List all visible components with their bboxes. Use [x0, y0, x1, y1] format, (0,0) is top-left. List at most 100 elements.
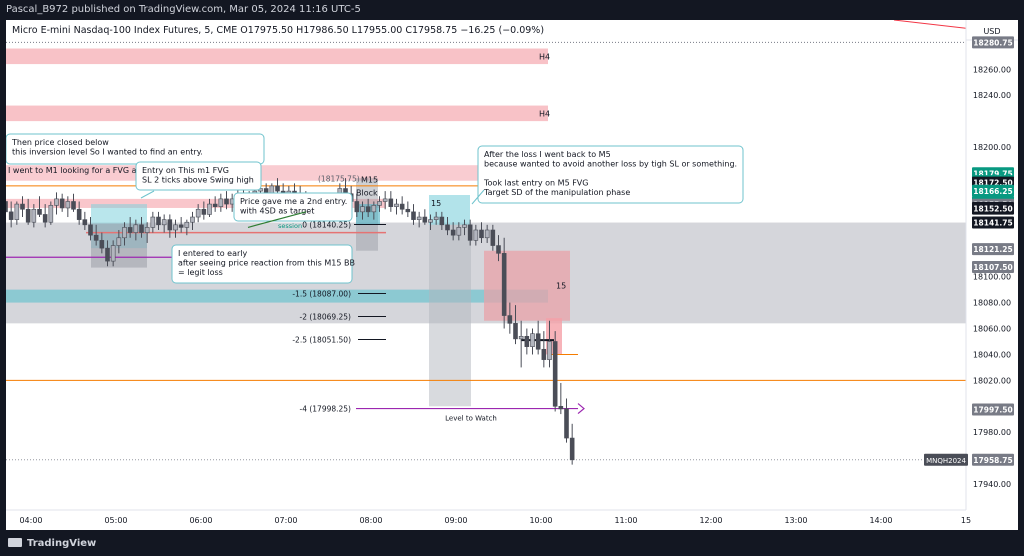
- price-chart[interactable]: H4 H4 M15 Block 15 15 (18175.75) 0 (18140.25) -1…: [6, 20, 1018, 530]
- legend-open: O17975.50: [240, 25, 294, 36]
- price-tag-text: 18107.50: [973, 263, 1012, 272]
- legend-close: C17958.75: [405, 25, 458, 36]
- candle-body: [207, 203, 212, 215]
- candle-body: [161, 219, 167, 226]
- fib-m15-label: -1.5 (18087.00): [292, 290, 351, 299]
- candle-body: [218, 198, 224, 207]
- price-tag-text: 18166.25: [973, 187, 1012, 196]
- candle-body: [190, 216, 195, 223]
- candle-body: [99, 240, 105, 249]
- symbol-tag-text: MNQH2024: [926, 457, 966, 465]
- price-tag-text: 17997.50: [973, 406, 1012, 415]
- x-tick-label: 07:00: [274, 516, 297, 525]
- block-label: Block: [356, 188, 378, 197]
- price-tag-18121.25: [972, 243, 1014, 256]
- candle-body: [354, 201, 360, 213]
- candle-body: [178, 224, 184, 228]
- candle-body: [377, 201, 382, 206]
- price-tag-18141.75: [972, 216, 1014, 229]
- candle-body: [150, 216, 156, 228]
- chart-frame[interactable]: H4 H4 M15 Block 15 15 (18175.75) 0 (18140.25) -1…: [6, 20, 1018, 530]
- candle-body: [518, 335, 524, 340]
- tradingview-logo[interactable]: TradingView: [8, 538, 96, 549]
- x-tick-label: 05:00: [104, 516, 127, 525]
- candle-body: [25, 208, 31, 223]
- legend-change: −16.25 (−0.09%): [460, 25, 545, 36]
- x-tick-label: 14:00: [869, 516, 892, 525]
- price-tag-text: 18141.75: [973, 219, 1012, 228]
- price-axis-bg: [966, 20, 1018, 530]
- note-after-line: After the loss I went back to M5: [484, 150, 611, 159]
- x-tick-label: 11:00: [614, 516, 637, 525]
- price-tag-text: 18152.50: [973, 205, 1012, 214]
- publish-text: Pascal_B972 published on TradingView.com…: [6, 4, 361, 15]
- footer-bar: TradingView: [0, 530, 1024, 556]
- annotations-layer: H4 H4 M15 Block 15 15 (18175.75) 0 (18140.25) -1…: [6, 52, 744, 423]
- candle-body: [212, 203, 218, 207]
- candle-body: [42, 214, 48, 223]
- tv-brand: TradingView: [27, 538, 97, 549]
- candle-body: [105, 247, 110, 262]
- y-tick-label: 18240.00: [973, 91, 1011, 100]
- candle-body: [127, 227, 133, 233]
- candle-body: [411, 211, 416, 220]
- price-tag-18166.25: [972, 184, 1014, 197]
- note-early-line: I entered to early: [178, 249, 248, 258]
- candle-body: [184, 221, 190, 228]
- y-tick-label: 18200.00: [973, 143, 1011, 152]
- candle-body: [275, 185, 280, 192]
- y-tick-label: 17940.00: [973, 480, 1011, 489]
- candle-body: [496, 245, 501, 254]
- h4-zone-1: [6, 48, 548, 65]
- candle-body: [82, 219, 88, 226]
- legend-high: H17986.50: [296, 25, 349, 36]
- y-tick-label: 18040.00: [973, 350, 1011, 359]
- candle-body: [541, 348, 547, 360]
- tv-logo-icon: [8, 538, 22, 547]
- fib-top-label: (18175.75): [318, 174, 360, 183]
- candle-body: [456, 227, 462, 236]
- price-tag-18107.50: [972, 260, 1014, 273]
- candle-body: [365, 206, 371, 213]
- candle-body: [37, 208, 42, 215]
- x-tick-label: 08:00: [359, 516, 382, 525]
- candle-body: [462, 224, 467, 228]
- candle-body: [445, 224, 450, 231]
- candle-body: [76, 208, 82, 220]
- x-tick-label: 04:00: [19, 516, 42, 525]
- h4-zone-2: [6, 105, 548, 122]
- note-early-box: [171, 244, 353, 284]
- publish-header: Pascal_B972 published on TradingView.com…: [0, 0, 1024, 20]
- price-tag-18152.50: [972, 202, 1014, 215]
- candle-body: [433, 216, 439, 220]
- note-2nd-box: [233, 192, 353, 222]
- candle-body: [535, 333, 541, 350]
- candle-body: [93, 234, 99, 241]
- candle-body: [110, 245, 116, 262]
- candle-body: [564, 408, 569, 439]
- x-tick-label: 06:00: [189, 516, 212, 525]
- y-tick-label: 18080.00: [973, 299, 1011, 308]
- candle-body: [524, 335, 530, 347]
- note-after-line: because wanted to avoid another loss by …: [484, 160, 737, 169]
- teal-band: [6, 289, 548, 303]
- candle-body: [116, 237, 122, 246]
- candle-body: [360, 206, 365, 213]
- y-tick-label: 17980.00: [973, 428, 1011, 437]
- candle-body: [6, 201, 8, 213]
- green-trend-line: [247, 211, 307, 228]
- candle-body: [88, 224, 93, 236]
- y-tick-label: 18060.00: [973, 325, 1011, 334]
- candle-body: [501, 253, 507, 316]
- watch-arrow-head: [577, 403, 585, 415]
- x-tick-label: 13:00: [784, 516, 807, 525]
- candle-body: [382, 198, 388, 202]
- candle-body: [490, 229, 496, 246]
- candle-body: [71, 201, 76, 210]
- note-early-line: = legit loss: [178, 268, 223, 277]
- candle-body: [507, 315, 513, 324]
- candle-body: [422, 216, 428, 223]
- x-tick-label: 09:00: [444, 516, 467, 525]
- zones-layer: [6, 48, 966, 407]
- session-label: session: [278, 222, 302, 230]
